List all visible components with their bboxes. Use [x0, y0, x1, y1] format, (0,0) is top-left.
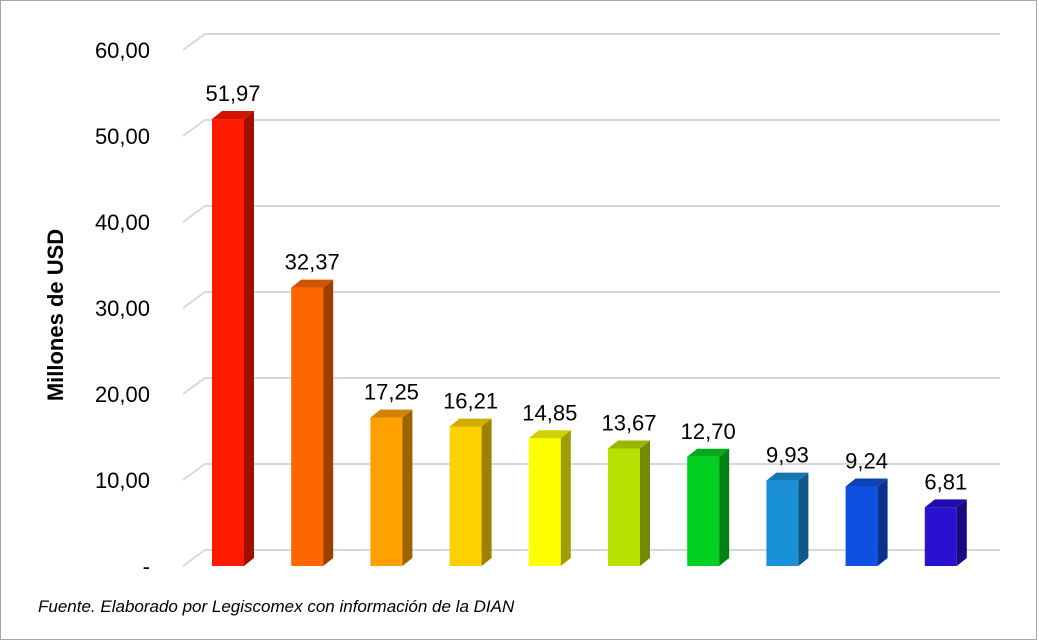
- y-tick-label-6: 60,00: [95, 38, 150, 63]
- bar-0: [212, 111, 254, 567]
- y-axis-label: Millones de USD: [43, 229, 68, 401]
- gridlines: [182, 33, 1000, 567]
- data-label-7: 9,93: [766, 443, 809, 468]
- bar-top-2: [370, 409, 413, 418]
- y-axis-ticks: - 10,00 20,00 30,00 40,00 50,00 60,00: [95, 38, 150, 579]
- gridline-6: [182, 33, 1000, 51]
- bar-top-0: [212, 111, 254, 120]
- y-tick-label-0: -: [143, 554, 150, 579]
- bar-5: [608, 440, 650, 566]
- gridline-2: [182, 377, 1000, 395]
- bar-6: [687, 448, 730, 566]
- bar-front-1: [291, 287, 324, 566]
- bar-top-7: [766, 472, 809, 481]
- bar-front-7: [766, 480, 799, 566]
- bar-top-3: [449, 418, 492, 427]
- bar-top-5: [608, 440, 650, 449]
- y-tick-label-1: 10,00: [95, 468, 150, 493]
- data-label-2: 17,25: [364, 380, 419, 405]
- source-note: Fuente. Elaborado por Legiscomex con inf…: [38, 597, 515, 616]
- bar-top-9: [924, 499, 967, 508]
- data-label-3: 16,21: [443, 389, 498, 414]
- data-label-8: 9,24: [845, 449, 888, 474]
- bar-side-1: [323, 279, 334, 566]
- gridline-1: [182, 463, 1000, 481]
- data-label-5: 13,67: [601, 410, 656, 435]
- bar-4: [528, 430, 571, 566]
- bar-side-5: [640, 440, 650, 566]
- y-tick-label-3: 30,00: [95, 296, 150, 321]
- bar-9: [924, 499, 967, 566]
- bar-2: [370, 409, 413, 566]
- bar-side-9: [956, 499, 967, 566]
- gridline-5: [182, 119, 1000, 137]
- bar-front-4: [528, 438, 561, 566]
- gridline-3: [182, 291, 1000, 309]
- bar-side-8: [877, 478, 888, 566]
- data-label-6: 12,70: [681, 419, 736, 444]
- bar-top-8: [845, 478, 888, 487]
- data-label-0: 51,97: [205, 81, 260, 106]
- bar-top-1: [291, 279, 334, 288]
- data-labels: 51,97 32,37 17,25 16,21 14,85 13,67 12,70 9,93 9…: [205, 81, 967, 494]
- bar-front-5: [608, 448, 640, 566]
- bar-top-6: [687, 448, 730, 457]
- gridline-4: [182, 205, 1000, 223]
- bar-side-7: [798, 472, 809, 566]
- bar-top-4: [528, 430, 571, 439]
- bar-front-6: [687, 456, 720, 566]
- bar-8: [845, 478, 888, 566]
- bar-front-3: [449, 426, 482, 566]
- bar-side-0: [244, 111, 254, 567]
- bar-3: [449, 418, 492, 566]
- data-label-9: 6,81: [924, 469, 967, 494]
- bar-side-4: [560, 430, 571, 566]
- y-tick-label-4: 40,00: [95, 210, 150, 235]
- bar-front-8: [845, 486, 878, 566]
- data-label-1: 32,37: [285, 250, 340, 275]
- bar-side-6: [719, 448, 730, 566]
- bar-1: [291, 279, 334, 566]
- y-tick-label-2: 20,00: [95, 382, 150, 407]
- bar-front-2: [370, 417, 403, 566]
- bar-side-2: [402, 409, 413, 566]
- bar-side-3: [481, 418, 492, 566]
- bars: [212, 111, 967, 567]
- bar-front-0: [212, 119, 244, 567]
- data-label-4: 14,85: [522, 400, 577, 425]
- gridline-0: [182, 549, 1000, 567]
- bar-front-9: [924, 507, 957, 566]
- y-tick-label-5: 50,00: [95, 124, 150, 149]
- bar-7: [766, 472, 809, 566]
